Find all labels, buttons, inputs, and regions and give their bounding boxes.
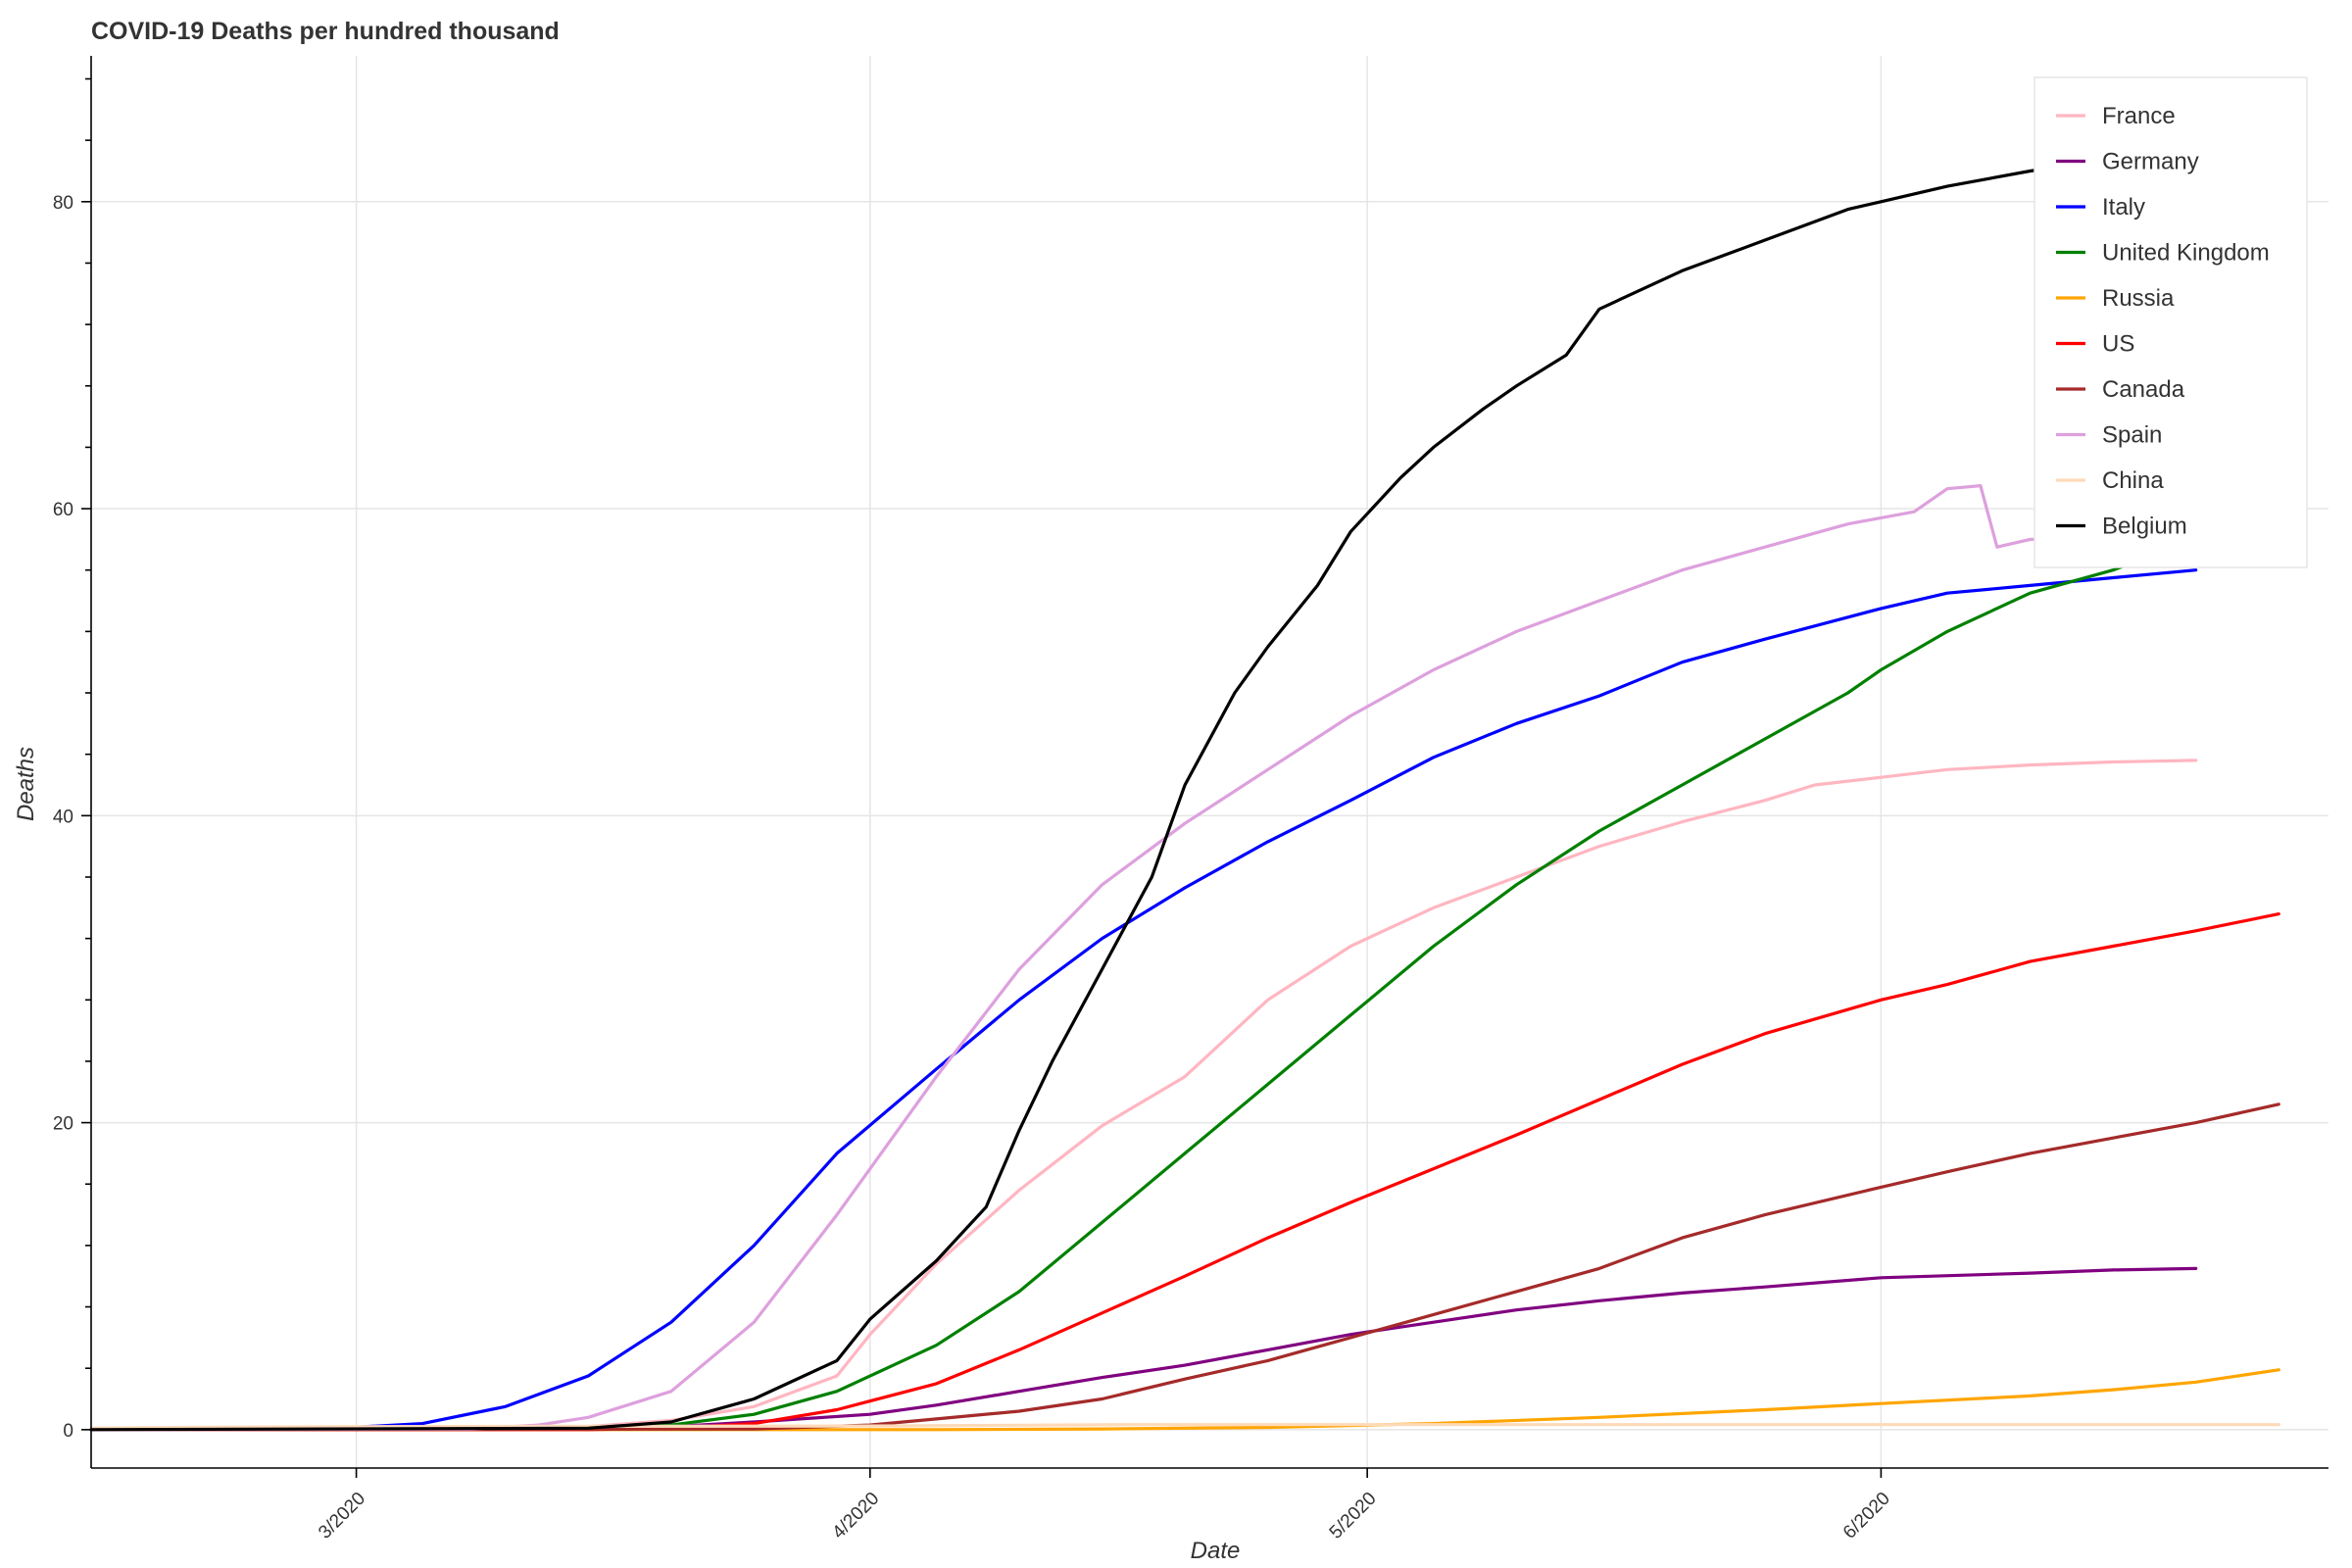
legend-label: China [2102, 467, 2164, 494]
chart-title: COVID-19 Deaths per hundred thousand [91, 18, 560, 45]
x-tick-label: 6/2020 [1839, 1489, 1894, 1544]
x-axis-label: Date [1191, 1538, 1241, 1564]
legend-label: United Kingdom [2102, 240, 2270, 267]
series-line-belgium [89, 140, 2280, 1432]
y-tick-label: 0 [63, 1421, 74, 1442]
y-tick-label: 60 [53, 500, 74, 520]
series-line-united-kingdom [89, 491, 2280, 1432]
series-line-italy [89, 568, 2198, 1432]
legend-box [2034, 76, 2308, 568]
legend-label: France [2102, 103, 2176, 129]
series-line-spain [89, 484, 2280, 1432]
legend-label: US [2102, 331, 2134, 358]
legend: France Germany Italy United Kingdom Russia US… [2034, 76, 2308, 568]
legend-label: Russia [2102, 285, 2175, 312]
axes [81, 56, 2328, 1478]
x-tick-label: 3/2020 [315, 1489, 369, 1544]
y-tick-label: 40 [53, 807, 74, 827]
legend-label: Canada [2102, 376, 2185, 403]
y-tick-label: 80 [53, 193, 74, 214]
x-tick-label: 5/2020 [1326, 1489, 1381, 1544]
series-line-china [89, 1423, 2280, 1430]
x-tick-label: 4/2020 [828, 1489, 883, 1544]
series-line-france [89, 759, 2198, 1432]
series-line-us [89, 912, 2280, 1432]
y-tick-label: 20 [53, 1114, 74, 1135]
legend-label: Italy [2102, 194, 2145, 220]
legend-label: Spain [2102, 422, 2162, 449]
series-line-russia [89, 1368, 2280, 1432]
legend-label: Germany [2102, 149, 2199, 175]
grid-lines [91, 56, 2328, 1468]
series-lines [89, 140, 2280, 1432]
y-axis-label: Deaths [13, 747, 39, 821]
tick-labels: 0 20 40 60 80 3/2020 4/2020 5/2020 6/2020 [53, 193, 1894, 1544]
series-line-canada [89, 1102, 2280, 1432]
series-line-germany [89, 1266, 2198, 1432]
legend-label: Belgium [2102, 514, 2187, 540]
